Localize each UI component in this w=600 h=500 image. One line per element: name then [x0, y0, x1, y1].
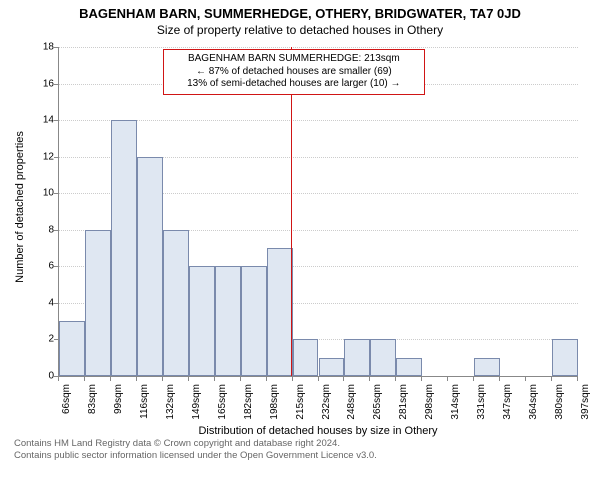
xtick-mark [214, 377, 215, 381]
gridline [59, 47, 578, 48]
gridline [59, 120, 578, 121]
xtick-label: 198sqm [269, 384, 280, 434]
xtick-mark [473, 377, 474, 381]
xtick-mark [318, 377, 319, 381]
ytick-label: 2 [24, 334, 54, 345]
ytick-mark [54, 84, 58, 85]
ytick-label: 12 [24, 151, 54, 162]
histogram-bar [215, 266, 241, 376]
page-title: BAGENHAM BARN, SUMMERHEDGE, OTHERY, BRID… [0, 0, 600, 21]
xtick-mark [343, 377, 344, 381]
ytick-label: 16 [24, 78, 54, 89]
x-axis-title: Distribution of detached houses by size … [58, 425, 578, 437]
ytick-mark [54, 303, 58, 304]
xtick-mark [240, 377, 241, 381]
histogram-bar [137, 157, 163, 376]
xtick-label: 83sqm [87, 384, 98, 434]
plot-area: BAGENHAM BARN SUMMERHEDGE: 213sqm ← 87% … [58, 47, 578, 377]
histogram-bar [474, 358, 500, 376]
xtick-label: 149sqm [191, 384, 202, 434]
ytick-label: 4 [24, 297, 54, 308]
xtick-mark [577, 377, 578, 381]
chart-container: Number of detached properties BAGENHAM B… [0, 37, 600, 432]
histogram-bar [59, 321, 85, 376]
xtick-label: 265sqm [372, 384, 383, 434]
xtick-mark [447, 377, 448, 381]
histogram-bar [552, 339, 578, 376]
xtick-mark [136, 377, 137, 381]
ytick-label: 14 [24, 115, 54, 126]
xtick-label: 331sqm [476, 384, 487, 434]
xtick-label: 248sqm [346, 384, 357, 434]
marker-line [291, 47, 292, 376]
xtick-label: 281sqm [398, 384, 409, 434]
xtick-label: 132sqm [165, 384, 176, 434]
xtick-mark [266, 377, 267, 381]
histogram-bar [396, 358, 422, 376]
xtick-mark [525, 377, 526, 381]
xtick-mark [421, 377, 422, 381]
histogram-bar [241, 266, 267, 376]
histogram-bar [267, 248, 293, 376]
xtick-label: 364sqm [528, 384, 539, 434]
xtick-label: 66sqm [61, 384, 72, 434]
xtick-label: 116sqm [139, 384, 150, 434]
annotation-line1: BAGENHAM BARN SUMMERHEDGE: 213sqm [170, 53, 418, 66]
xtick-label: 232sqm [321, 384, 332, 434]
ytick-label: 10 [24, 188, 54, 199]
histogram-bar [370, 339, 396, 376]
ytick-mark [54, 47, 58, 48]
histogram-bar [111, 120, 137, 376]
xtick-mark [58, 377, 59, 381]
ytick-mark [54, 120, 58, 121]
xtick-mark [369, 377, 370, 381]
annotation-line2: ← 87% of detached houses are smaller (69… [170, 66, 418, 79]
ytick-label: 0 [24, 371, 54, 382]
xtick-label: 314sqm [450, 384, 461, 434]
xtick-mark [162, 377, 163, 381]
xtick-label: 99sqm [113, 384, 124, 434]
xtick-mark [395, 377, 396, 381]
annotation-box: BAGENHAM BARN SUMMERHEDGE: 213sqm ← 87% … [163, 49, 425, 95]
xtick-label: 298sqm [424, 384, 435, 434]
ytick-mark [54, 266, 58, 267]
xtick-label: 215sqm [295, 384, 306, 434]
xtick-mark [292, 377, 293, 381]
xtick-mark [84, 377, 85, 381]
histogram-bar [163, 230, 189, 376]
y-axis-title: Number of detached properties [14, 42, 26, 372]
histogram-bar [293, 339, 319, 376]
histogram-bar [344, 339, 370, 376]
ytick-mark [54, 193, 58, 194]
xtick-mark [551, 377, 552, 381]
xtick-label: 165sqm [217, 384, 228, 434]
annotation-line3: 13% of semi-detached houses are larger (… [170, 78, 418, 91]
xtick-mark [188, 377, 189, 381]
ytick-mark [54, 157, 58, 158]
ytick-mark [54, 339, 58, 340]
footer-line2: Contains public sector information licen… [14, 450, 590, 462]
xtick-label: 182sqm [243, 384, 254, 434]
xtick-label: 397sqm [580, 384, 591, 434]
ytick-mark [54, 230, 58, 231]
ytick-label: 18 [24, 42, 54, 53]
xtick-label: 380sqm [554, 384, 565, 434]
xtick-label: 347sqm [502, 384, 513, 434]
ytick-label: 8 [24, 224, 54, 235]
histogram-bar [85, 230, 111, 376]
ytick-label: 6 [24, 261, 54, 272]
histogram-bar [189, 266, 215, 376]
xtick-mark [110, 377, 111, 381]
xtick-mark [499, 377, 500, 381]
footer-line1: Contains HM Land Registry data © Crown c… [14, 438, 590, 450]
histogram-bar [319, 358, 345, 376]
page-subtitle: Size of property relative to detached ho… [0, 21, 600, 37]
